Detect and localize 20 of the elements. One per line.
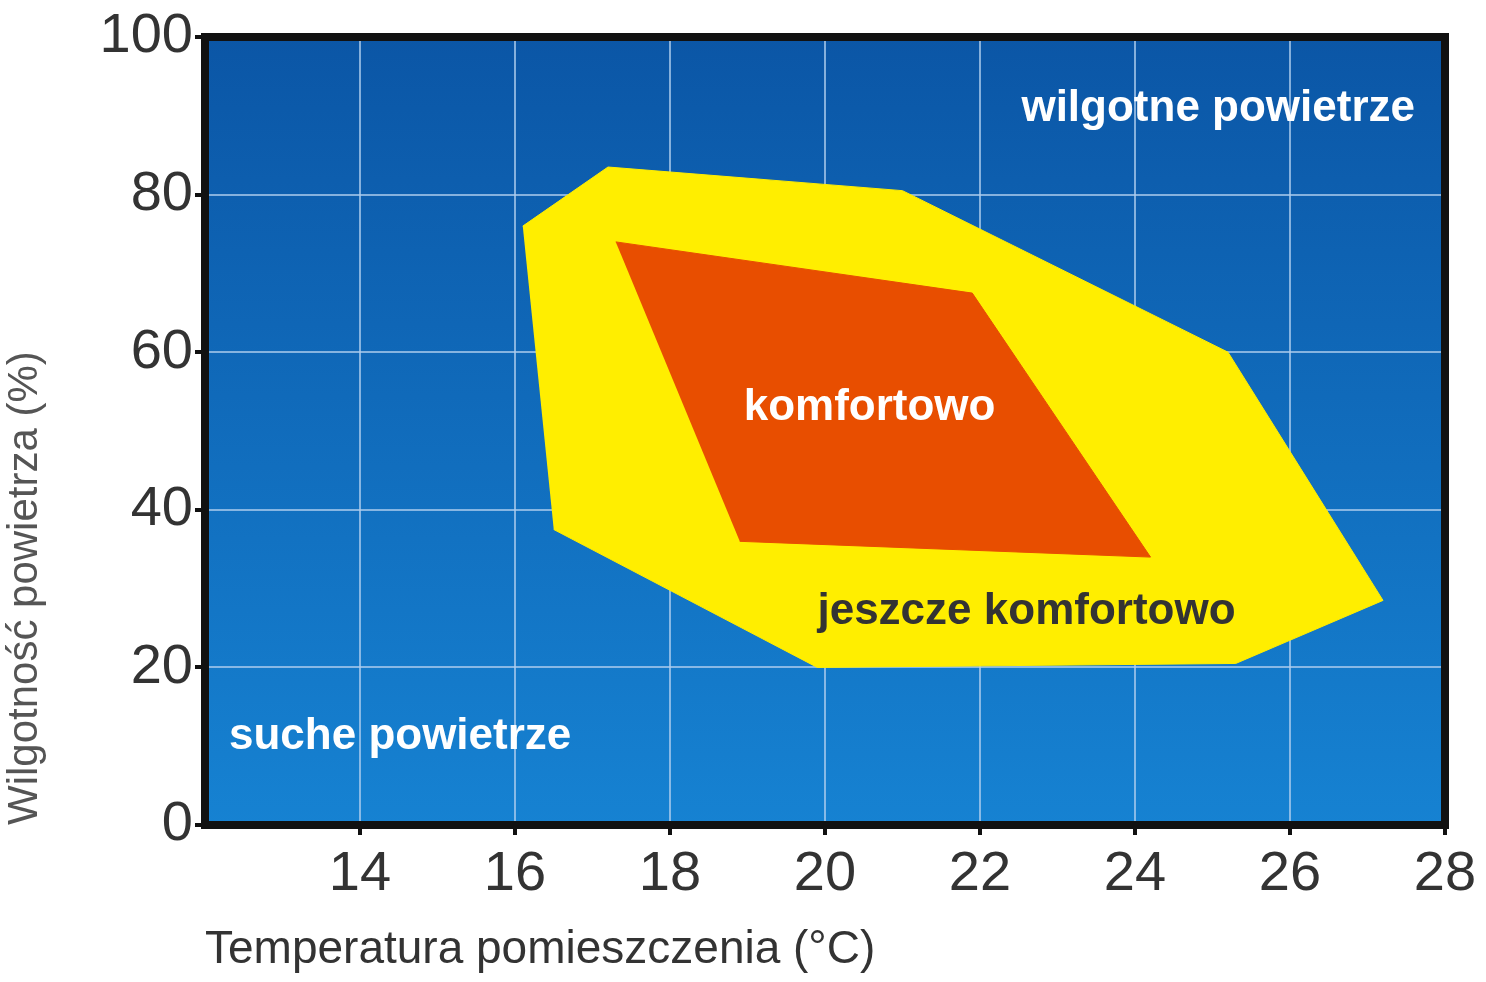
x-tick-label: 28 bbox=[1413, 839, 1477, 903]
y-tick-label: 60 bbox=[130, 316, 193, 380]
y-tick-label: 40 bbox=[130, 474, 193, 538]
x-tick-label: 26 bbox=[1258, 839, 1322, 903]
x-tick-label: 14 bbox=[328, 839, 392, 903]
series-label: jeszcze komfortowo bbox=[816, 584, 1236, 634]
y-tick-label: 20 bbox=[130, 631, 193, 695]
x-tick-label: 18 bbox=[638, 839, 702, 903]
y-axis-title: Wilgotność powietrza (%) bbox=[0, 351, 46, 825]
x-tick-label: 24 bbox=[1103, 839, 1167, 903]
annotation: wilgotne powietrze bbox=[1020, 81, 1415, 131]
annotation: suche powietrze bbox=[229, 709, 572, 759]
y-tick-label: 100 bbox=[99, 1, 193, 65]
x-tick-label: 16 bbox=[483, 839, 547, 903]
y-tick-label: 0 bbox=[161, 789, 193, 853]
x-axis-title: Temperatura pomieszczenia (°C) bbox=[205, 921, 876, 974]
y-tick-label: 80 bbox=[130, 159, 193, 223]
x-tick-label: 20 bbox=[793, 839, 857, 903]
series-label: komfortowo bbox=[743, 380, 996, 430]
x-tick-label: 22 bbox=[948, 839, 1012, 903]
